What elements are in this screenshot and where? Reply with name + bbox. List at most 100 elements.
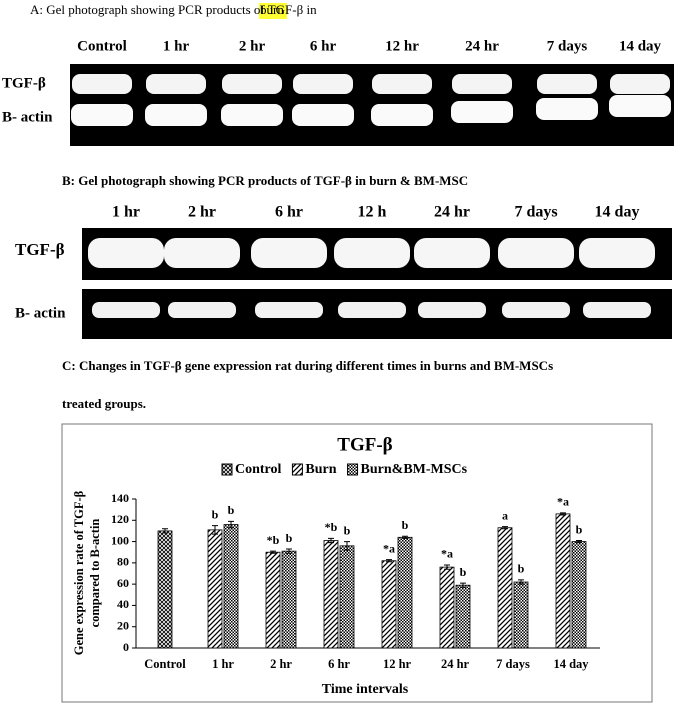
y-tick-label: 80 (117, 555, 129, 569)
row-label: TGF-β (15, 240, 65, 259)
band (251, 238, 327, 268)
caption-b: B: Gel photograph showing PCR products o… (62, 173, 468, 188)
significance-label: a (502, 508, 508, 522)
error-bar (576, 540, 582, 544)
band (498, 238, 574, 268)
band (293, 74, 353, 94)
band (71, 104, 133, 126)
error-bar (460, 582, 466, 588)
bar (265, 551, 281, 649)
row-label: B- actin (15, 305, 66, 321)
band (88, 238, 164, 268)
y-axis-label: Gene expression rate of TGF-β (72, 490, 86, 655)
band (609, 95, 671, 117)
lane-label: 7 days (547, 38, 588, 54)
lane-label: 14 day (619, 38, 662, 54)
band (418, 302, 486, 318)
error-bar (402, 535, 408, 539)
caption-c: C: Changes in TGF-β gene expression rat … (62, 358, 553, 373)
band (255, 302, 323, 318)
lane-label: 12 hr (385, 38, 419, 54)
band (146, 74, 206, 94)
bar (157, 530, 173, 649)
caption-c: treated groups. (62, 396, 146, 411)
band (536, 98, 598, 120)
x-tick-label: 6 hr (328, 657, 350, 671)
lane-label: 6 hr (310, 38, 337, 54)
x-tick-label: 14 day (553, 657, 589, 671)
bar (281, 550, 297, 649)
y-tick-label: 40 (117, 597, 129, 611)
row-label: B- actin (2, 109, 53, 125)
lane-label: 14 day (595, 204, 640, 221)
band (164, 238, 240, 268)
band (579, 238, 655, 268)
band (371, 104, 433, 126)
x-tick-label: 1 hr (212, 657, 234, 671)
error-bar (228, 520, 234, 529)
legend-swatch (291, 463, 303, 476)
bar (513, 581, 529, 649)
band (502, 302, 570, 318)
y-tick-label: 140 (111, 491, 129, 505)
significance-label: b (518, 562, 525, 576)
band (92, 302, 160, 318)
bar (207, 529, 223, 649)
significance-label: b (460, 565, 467, 579)
lane-label: 7 days (514, 204, 557, 221)
error-bar (560, 512, 566, 516)
lane-label: 2 hr (188, 204, 216, 221)
band (221, 104, 283, 126)
lane-label: 6 hr (275, 204, 303, 221)
band (372, 74, 432, 94)
error-bar (386, 559, 392, 563)
error-bar (444, 564, 450, 570)
x-tick-label: 12 hr (383, 657, 412, 671)
band (168, 302, 236, 318)
bar (555, 513, 571, 649)
band (338, 302, 406, 318)
legend-swatch (347, 463, 359, 476)
caption-a-highlight: burn (260, 2, 284, 17)
error-bar (270, 550, 276, 554)
error-bar (162, 528, 168, 534)
bar (439, 566, 455, 649)
error-bar (328, 537, 334, 544)
lane-label: 24 hr (465, 38, 499, 54)
error-bar (286, 548, 292, 554)
band (414, 238, 490, 268)
band (145, 104, 207, 126)
significance-label: b (402, 518, 409, 532)
row-label: TGF-β (2, 75, 46, 91)
band (222, 74, 282, 94)
y-tick-label: 100 (111, 533, 129, 547)
significance-label: b (576, 522, 583, 536)
bar (223, 524, 239, 649)
bar (497, 527, 513, 649)
significance-label: *b (325, 520, 338, 534)
bar (571, 541, 587, 649)
legend-label: Control (235, 462, 282, 477)
band (451, 101, 513, 123)
significance-label: *a (441, 547, 453, 561)
lane-label: 24 hr (434, 204, 470, 221)
y-tick-label: 0 (123, 640, 129, 654)
chart-title: TGF-β (337, 434, 392, 455)
legend-label: Burn&BM-MSCs (361, 462, 468, 477)
error-bar (518, 579, 524, 585)
bar (455, 584, 471, 649)
band (334, 238, 410, 268)
significance-label: b (344, 523, 351, 537)
significance-label: *a (557, 495, 569, 509)
significance-label: *a (383, 541, 395, 555)
lane-label: 12 h (358, 204, 387, 221)
x-tick-label: 2 hr (270, 657, 292, 671)
error-bar (344, 541, 350, 551)
significance-label: b (228, 503, 235, 517)
legend-swatch (221, 463, 233, 476)
bar (339, 545, 355, 649)
x-tick-label: 24 hr (441, 657, 470, 671)
legend-label: Burn (305, 462, 336, 477)
